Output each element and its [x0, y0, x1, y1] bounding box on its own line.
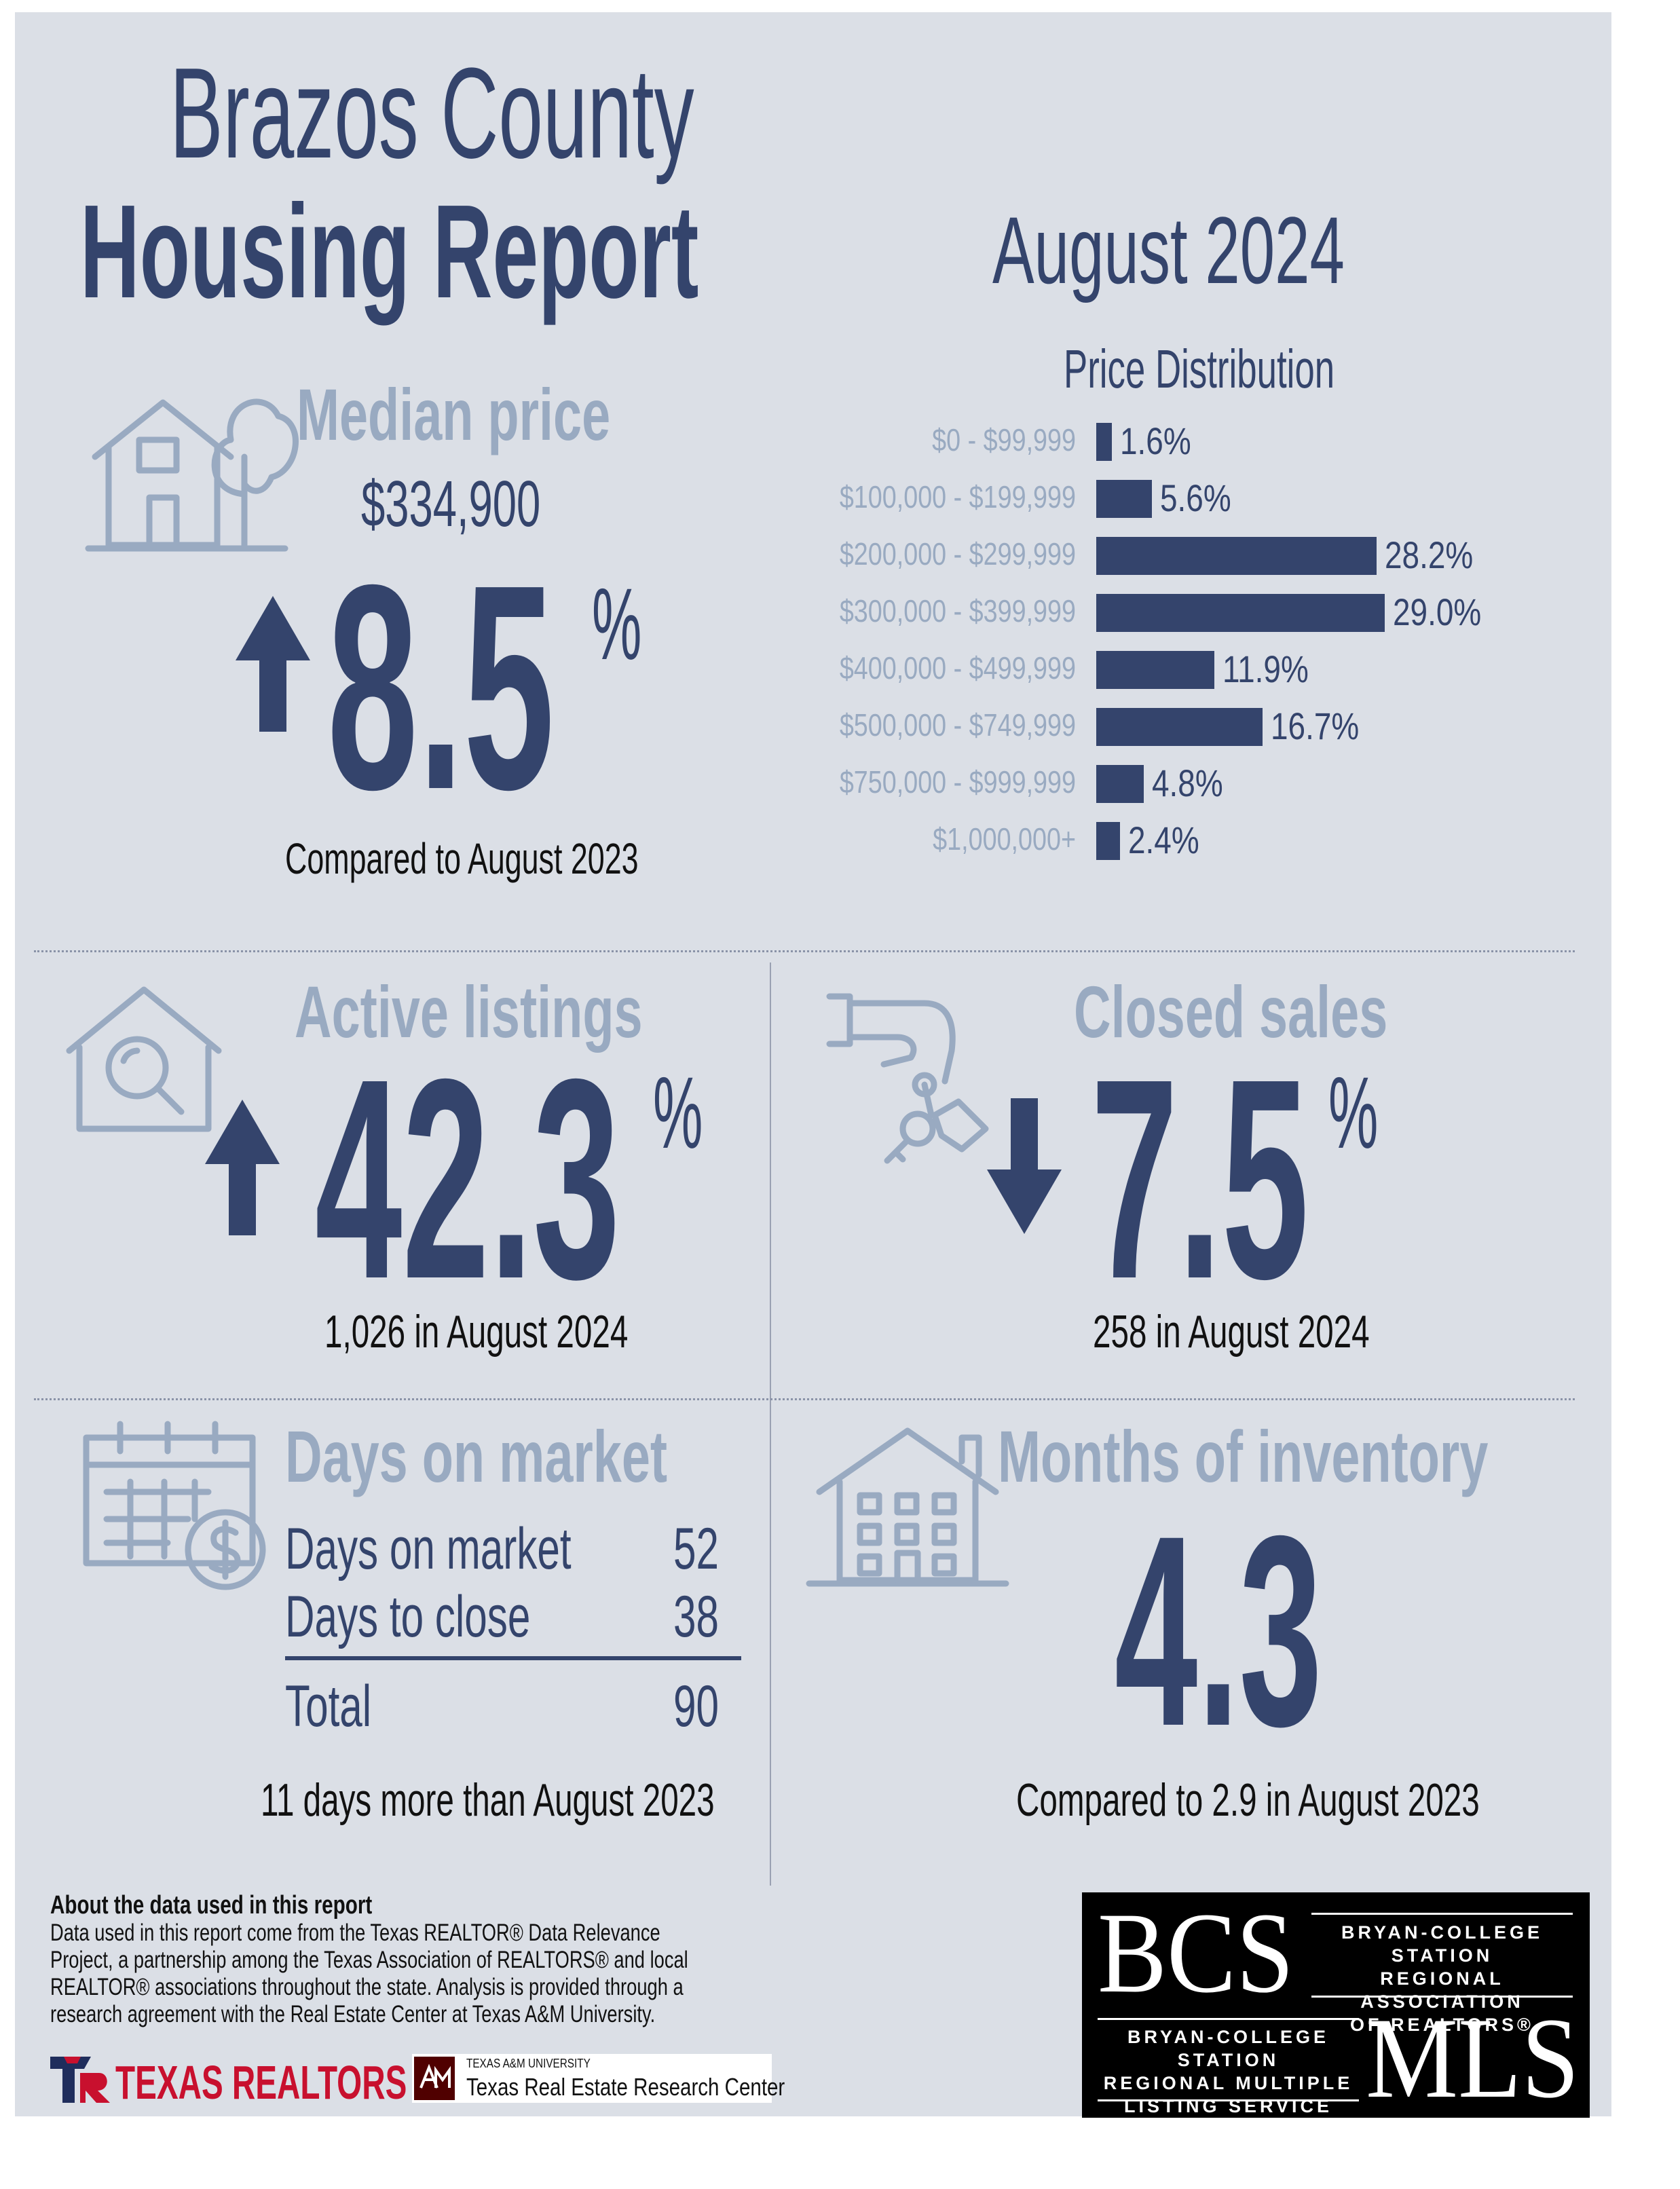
bcs-assoc-line: REGIONAL ASSOCIATION [1360, 1968, 1524, 2012]
bcs-logo-text: BCS [1098, 1889, 1294, 2017]
tamu-center-text: Texas Real Estate Research Center [466, 2073, 785, 2101]
active-note: 1,026 in August 2024 [324, 1306, 629, 1358]
dom-row-value: 52 [673, 1516, 719, 1582]
price-range-label: $1,000,000+ [933, 821, 1076, 857]
price-distribution-heading: Price Distribution [1064, 339, 1335, 399]
dtc-row-value: 38 [673, 1584, 719, 1649]
price-bar-value: 11.9% [1222, 648, 1309, 690]
house-search-icon [66, 986, 222, 1132]
active-change: 42.3 [315, 1020, 620, 1339]
building-icon [806, 1427, 1009, 1587]
price-bar [1096, 537, 1377, 575]
price-bar-value: 2.4% [1128, 819, 1199, 861]
divider-middle [34, 1398, 1575, 1400]
dom-heading: Days on market [285, 1415, 668, 1497]
calendar-dollar-icon [83, 1421, 266, 1590]
up-arrow-icon [236, 596, 310, 732]
median-note: Compared to August 2023 [285, 834, 639, 883]
price-bar [1096, 480, 1153, 518]
bcs-assoc-line: BRYAN-COLLEGE STATION [1341, 1922, 1544, 1966]
hand-keys-icon [826, 993, 989, 1164]
closed-heading: Closed sales [1074, 971, 1388, 1053]
about-body: Data used in this report come from the T… [50, 1920, 688, 2027]
closed-note: 258 in August 2024 [1093, 1306, 1370, 1358]
price-bar [1096, 708, 1263, 746]
price-range-label: $750,000 - $999,999 [839, 764, 1076, 800]
atm-icon [419, 2063, 451, 2089]
texas-realtors-logo-mark [50, 2057, 110, 2103]
report-page: Brazos County Housing Report August 2024… [15, 12, 1611, 2122]
dom-row-label: Days on market [285, 1516, 572, 1582]
dom-note: 11 days more than August 2023 [261, 1774, 715, 1826]
mls-assoc-line: LISTING SERVICE [1123, 2096, 1333, 2116]
bcs-rule-top [1311, 1913, 1573, 1915]
house-tree-icon [85, 398, 299, 552]
price-bar-value: 29.0% [1393, 591, 1482, 633]
bcs-mls-logo [1082, 1892, 1590, 2118]
divider-vertical [770, 962, 771, 1886]
price-bar-value: 28.2% [1385, 534, 1474, 576]
inventory-heading: Months of inventory [998, 1415, 1489, 1497]
bcs-assoc: BRYAN-COLLEGE STATION REGIONAL ASSOCIATI… [1308, 1921, 1576, 2036]
price-range-label: $200,000 - $299,999 [839, 536, 1076, 572]
total-label: Total [285, 1674, 372, 1739]
tamu-small-text: TEXAS A&M UNIVERSITY [466, 2057, 591, 2070]
bcs-assoc-line: OF REALTORS® [1350, 2015, 1534, 2035]
price-bar [1096, 822, 1121, 860]
inventory-note: Compared to 2.9 in August 2023 [1016, 1774, 1480, 1826]
tamu-logo-box [412, 2054, 772, 2103]
texas-realtors-logo: TEXAS REALTORS [115, 2056, 407, 2109]
mls-assoc-line: BRYAN-COLLEGE STATION [1127, 2027, 1330, 2070]
down-arrow-icon [987, 1098, 1062, 1234]
mls-assoc: BRYAN-COLLEGE STATION REGIONAL MULTIPLE … [1094, 2025, 1362, 2118]
active-unit: % [653, 1055, 703, 1170]
median-value: $334,900 [361, 468, 541, 540]
mls-rule-top [1098, 2018, 1359, 2020]
price-bar [1096, 423, 1113, 461]
price-bar [1096, 651, 1215, 689]
title-line2: Housing Report [80, 177, 699, 326]
bcs-rule-bottom [1311, 1996, 1573, 1998]
price-range-label: $400,000 - $499,999 [839, 650, 1076, 686]
price-bar [1096, 765, 1144, 803]
closed-unit: % [1328, 1055, 1379, 1170]
dtc-row-label: Days to close [285, 1584, 531, 1649]
divider-top [34, 950, 1575, 952]
price-bar-value: 5.6% [1160, 476, 1231, 519]
total-rule [285, 1656, 741, 1660]
mls-rule-bottom [1098, 2099, 1359, 2101]
inventory-value: 4.3 [1115, 1479, 1322, 1782]
price-bar-value: 1.6% [1120, 419, 1192, 462]
price-bar [1096, 594, 1385, 632]
price-range-label: $0 - $99,999 [932, 422, 1076, 457]
total-value: 90 [673, 1674, 719, 1739]
price-range-label: $300,000 - $399,999 [839, 593, 1076, 629]
price-bar-value: 16.7% [1270, 705, 1359, 747]
closed-change: 7.5 [1091, 1020, 1309, 1339]
active-heading: Active listings [295, 971, 643, 1053]
median-unit: % [592, 567, 642, 681]
price-range-label: $100,000 - $199,999 [839, 479, 1076, 514]
price-range-label: $500,000 - $749,999 [839, 707, 1076, 743]
up-arrow-icon [205, 1100, 280, 1235]
price-bar-value: 4.8% [1152, 762, 1224, 804]
mls-assoc-line: REGIONAL MULTIPLE [1103, 2073, 1354, 2093]
title-line1: Brazos County [170, 41, 694, 185]
median-heading: Median price [297, 373, 611, 455]
report-period: August 2024 [992, 197, 1345, 303]
about-heading: About the data used in this report [50, 1891, 373, 1920]
median-change: 8.5 [327, 525, 555, 850]
mls-logo-text: MLS [1366, 1994, 1580, 2122]
